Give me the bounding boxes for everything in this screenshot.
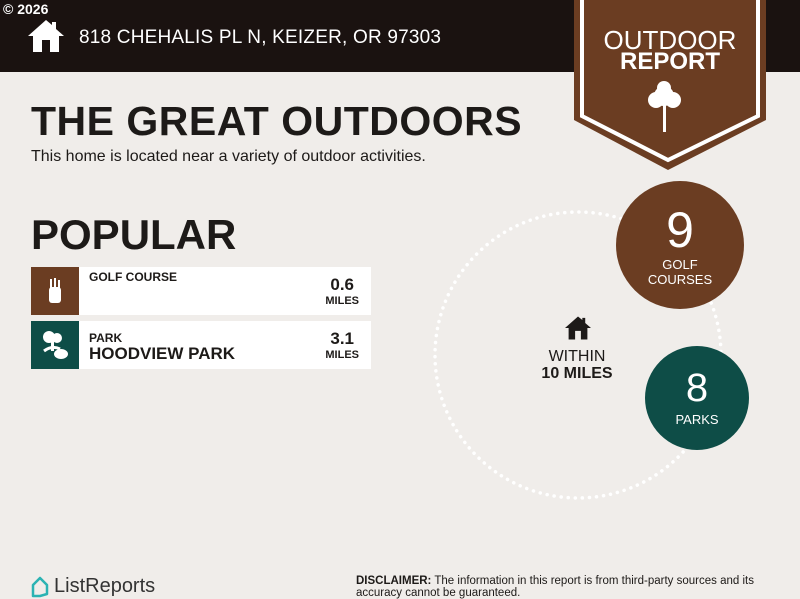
golf-label2: COURSES — [647, 272, 713, 287]
listreports-logo-icon — [31, 576, 49, 597]
golf-bag-icon — [31, 267, 79, 315]
disclaimer-text: The information in this report is from t… — [356, 575, 754, 599]
tree-icon — [648, 81, 681, 132]
property-address: 818 CHEHALIS PL N, KEIZER, OR 97303 — [79, 27, 442, 48]
item-unit: MILES — [325, 295, 359, 307]
parks-label: PARKS — [675, 412, 719, 427]
within-radius-label: WITHIN 10 MILES — [520, 348, 634, 382]
home-icon — [28, 20, 64, 52]
outdoor-report-badge: OUTDOOR REPORT — [574, 0, 766, 177]
item-category: GOLF COURSE — [89, 270, 178, 284]
page-title: THE GREAT OUTDOORS — [31, 98, 523, 144]
parks-count: 8 — [685, 366, 709, 410]
disclaimer-label: DISCLAIMER: — [356, 575, 432, 587]
golf-count: 9 — [666, 202, 694, 258]
golf-count-circle: 9 GOLF COURSES — [616, 181, 744, 309]
brand-name: ListReports — [54, 575, 156, 597]
item-distance: 3.1 — [330, 329, 354, 348]
page-subtitle: This home is located near a variety of o… — [31, 148, 426, 165]
list-item-golf: GOLF COURSE 0.6 MILES — [31, 267, 371, 315]
copyright: © 2026 — [3, 1, 49, 17]
list-item-park: PARK HOODVIEW PARK 3.1 MILES — [31, 321, 371, 369]
golf-label1: GOLF — [662, 257, 698, 272]
within-line1: WITHIN — [548, 348, 606, 365]
parks-count-circle: 8 PARKS — [645, 346, 749, 450]
listreports-logo: ListReports — [30, 575, 155, 598]
park-trees-icon — [31, 321, 79, 369]
item-unit: MILES — [325, 349, 359, 361]
within-line2: 10 MILES — [541, 365, 613, 382]
item-distance: 0.6 — [330, 275, 354, 294]
item-name: HOODVIEW PARK — [89, 344, 236, 363]
badge-line1: OUTDOOR — [603, 25, 737, 55]
home-icon — [565, 316, 591, 340]
item-category: PARK — [89, 331, 123, 345]
badge-line2: REPORT — [619, 48, 720, 75]
disclaimer: DISCLAIMER: The information in this repo… — [356, 575, 776, 599]
popular-heading: POPULAR — [31, 211, 237, 258]
